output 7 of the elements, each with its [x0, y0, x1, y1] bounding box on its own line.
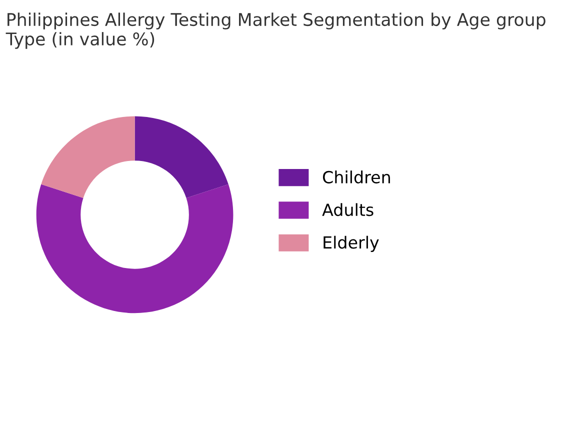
- legend-label: Adults: [322, 203, 374, 216]
- legend-label: Children: [322, 170, 390, 184]
- legend-label: Elderly: [324, 236, 379, 252]
- chart-title: Philippines Allergy Testing Market Segmentation by Age group Type (in value %): [6, 12, 546, 49]
- donut-slice: [36, 184, 234, 314]
- donut-slice: [41, 116, 135, 198]
- donut-slice: [134, 116, 228, 198]
